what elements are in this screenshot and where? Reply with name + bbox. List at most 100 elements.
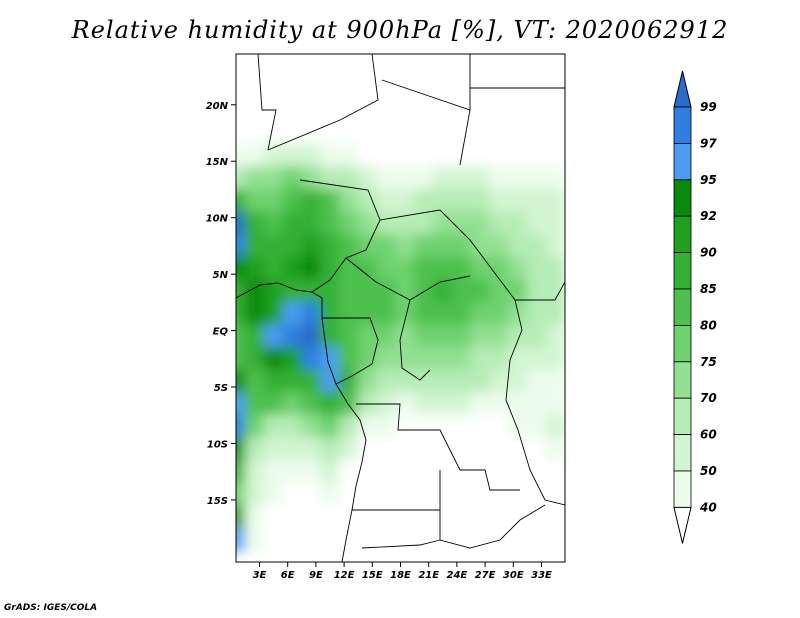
- field-cell: [320, 211, 340, 236]
- field-cell: [236, 437, 246, 461]
- field-cell: [451, 76, 472, 100]
- field-cell: [376, 143, 397, 168]
- field-cell: [244, 98, 265, 123]
- field-cell: [357, 527, 378, 552]
- field-cell: [282, 482, 303, 507]
- field-cell: [432, 369, 453, 394]
- field-cell: [489, 482, 510, 507]
- border-line: [399, 299, 431, 381]
- colorbar-label: 60: [700, 428, 717, 442]
- field-cell: [301, 98, 322, 123]
- border-line: [505, 299, 565, 506]
- field-cell: [236, 256, 246, 281]
- field-cell: [244, 414, 265, 439]
- field-cell: [508, 527, 528, 552]
- field-cell: [451, 54, 472, 78]
- field-cell: [263, 505, 284, 529]
- colorbar: 99 97 95 92 90 85 80 75 70 60 50 40: [673, 70, 717, 544]
- field-cell: [508, 98, 528, 123]
- field-cell: [526, 188, 547, 213]
- field-cell: [451, 324, 472, 349]
- credit-label: GrADS: IGES/COLA: [4, 603, 98, 613]
- field-cell: [320, 234, 340, 258]
- field-cell: [489, 301, 510, 326]
- field-cell: [508, 54, 528, 78]
- field-cell: [357, 414, 378, 439]
- field-cell: [320, 414, 340, 439]
- field-cell: [244, 369, 265, 394]
- field-cell: [508, 459, 528, 484]
- field-cell: [282, 505, 303, 529]
- field-cell: [470, 256, 491, 281]
- field-cell: [301, 414, 322, 439]
- longitude-axis: 3E 6E 9E 12E 15E 18E 21E 24E 27E 30E 33E: [253, 562, 552, 581]
- field-cell: [301, 279, 322, 303]
- field-cell: [526, 369, 547, 394]
- field-cell: [244, 234, 265, 258]
- field-cell: [489, 505, 510, 529]
- lon-tick-label: 12E: [334, 570, 355, 581]
- field-cell: [376, 256, 397, 281]
- field-cell: [470, 437, 491, 461]
- field-cell: [545, 347, 565, 371]
- field-cell: [432, 76, 453, 100]
- field-cell: [320, 166, 340, 190]
- colorbar-box: [673, 397, 692, 436]
- field-cell: [395, 54, 416, 78]
- field-cell: [236, 347, 246, 371]
- field-cell: [357, 121, 378, 145]
- field-cell: [508, 392, 528, 416]
- field-cell: [432, 459, 453, 484]
- field-cell: [489, 414, 510, 439]
- field-cell: [489, 459, 510, 484]
- field-cell: [508, 414, 528, 439]
- field-cell: [376, 527, 397, 552]
- border-line: [459, 109, 471, 166]
- field-cell: [338, 369, 359, 394]
- field-cell: [301, 54, 322, 78]
- field-cell: [338, 392, 359, 416]
- colorbar-box: [673, 324, 692, 363]
- field-cell: [301, 234, 322, 258]
- field-cell: [395, 414, 416, 439]
- field-cell: [357, 459, 378, 484]
- field-cell: [236, 279, 246, 303]
- field-cell: [236, 505, 246, 529]
- field-cell: [376, 459, 397, 484]
- field-cell: [432, 437, 453, 461]
- colorbar-label: 50: [700, 464, 717, 478]
- field-cell: [508, 369, 528, 394]
- field-cell: [282, 143, 303, 168]
- field-cell: [414, 437, 434, 461]
- field-cell: [432, 188, 453, 213]
- field-cell: [395, 437, 416, 461]
- field-cell: [236, 459, 246, 484]
- field-cell: [489, 369, 510, 394]
- field-cell: [432, 211, 453, 236]
- field-cell: [301, 301, 322, 326]
- field-cell: [451, 188, 472, 213]
- field-cell: [451, 98, 472, 123]
- field-cell: [508, 143, 528, 168]
- field-cell: [414, 166, 434, 190]
- field-cell: [395, 369, 416, 394]
- chart-title: Relative humidity at 900hPa [%], VT: 202…: [71, 16, 729, 44]
- field-cell: [301, 459, 322, 484]
- field-cell: [301, 76, 322, 100]
- colorbar-box: [673, 434, 692, 472]
- field-cell: [470, 143, 491, 168]
- field-cell: [282, 234, 303, 258]
- field-cell: [282, 347, 303, 371]
- field-cell: [508, 234, 528, 258]
- field-cell: [451, 437, 472, 461]
- field-cell: [414, 143, 434, 168]
- field-cell: [545, 482, 565, 507]
- field-cell: [338, 459, 359, 484]
- field-cell: [320, 437, 340, 461]
- field-cell: [414, 54, 434, 78]
- field-cell: [545, 98, 565, 123]
- field-cell: [451, 369, 472, 394]
- field-cell: [508, 437, 528, 461]
- field-cell: [432, 414, 453, 439]
- field-cell: [545, 414, 565, 439]
